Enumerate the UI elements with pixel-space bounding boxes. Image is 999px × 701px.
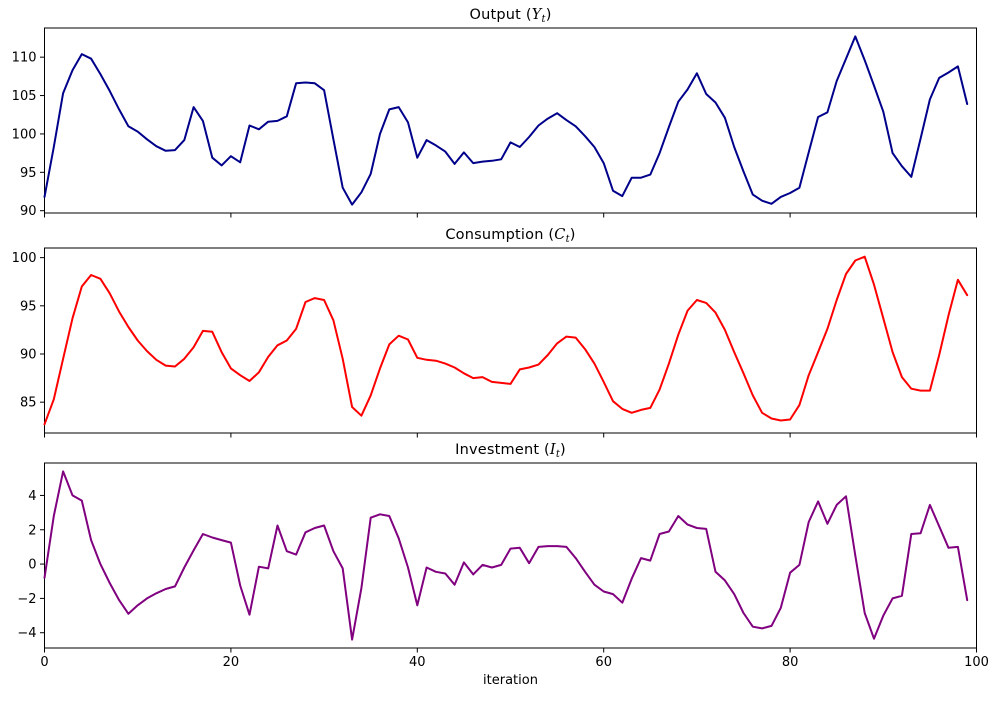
chart-title-investment: Investment (It)	[44, 442, 977, 460]
title-text: )	[560, 442, 566, 458]
title-variable: Y	[531, 7, 542, 23]
y-tick-label: 95	[20, 166, 37, 181]
axes-box	[44, 27, 977, 214]
y-tick-label: −2	[17, 592, 36, 607]
title-text: )	[545, 7, 552, 23]
title-text: )	[569, 227, 576, 243]
y-tick-label: 100	[12, 251, 37, 266]
axes-consumption: 100 95 90 85	[12, 247, 977, 438]
title-variable: I	[549, 442, 556, 458]
y-tick-label: 100	[12, 127, 37, 142]
x-axis-label: iteration	[483, 673, 538, 688]
x-tick-label: 0	[40, 655, 48, 670]
x-tick-label: 40	[409, 655, 426, 670]
x-tick-label: 20	[223, 655, 240, 670]
y-tick-label: −4	[17, 626, 36, 641]
y-tick-label: 4	[28, 489, 36, 504]
y-tick-label: 105	[12, 89, 37, 104]
x-tick-label: 80	[782, 655, 799, 670]
title-text: Output (	[469, 7, 532, 23]
y-tick-label: 95	[20, 299, 37, 314]
title-subscript: t	[565, 234, 570, 245]
x-tick-label: 100	[964, 655, 989, 670]
title-variable: C	[554, 227, 566, 243]
line-series-output	[43, 35, 969, 206]
y-tick-label: 110	[12, 51, 37, 66]
axes-box	[44, 462, 977, 649]
title-subscript: t	[541, 14, 546, 25]
axes-output: 110 105 100 95 90	[12, 27, 977, 219]
title-text: Consumption (	[445, 227, 555, 243]
axes-box	[44, 247, 977, 434]
y-tick-label: 2	[28, 523, 36, 538]
y-tick-label: 0	[28, 558, 36, 573]
y-tick-label: 90	[20, 204, 37, 219]
title-subscript: t	[555, 449, 561, 460]
chart-title-output: Output (Yt)	[44, 7, 977, 25]
chart-title-consumption: Consumption (Ct)	[44, 227, 977, 245]
title-text: Investment (	[455, 442, 550, 458]
y-tick-label: 85	[20, 396, 37, 411]
line-series-investment	[43, 470, 969, 641]
y-tick-label: 90	[20, 347, 37, 362]
axes-investment: 420−2−40 20 40 60 80 100	[17, 462, 989, 670]
x-tick-label: 60	[595, 655, 612, 670]
line-series-consumption	[43, 255, 969, 426]
